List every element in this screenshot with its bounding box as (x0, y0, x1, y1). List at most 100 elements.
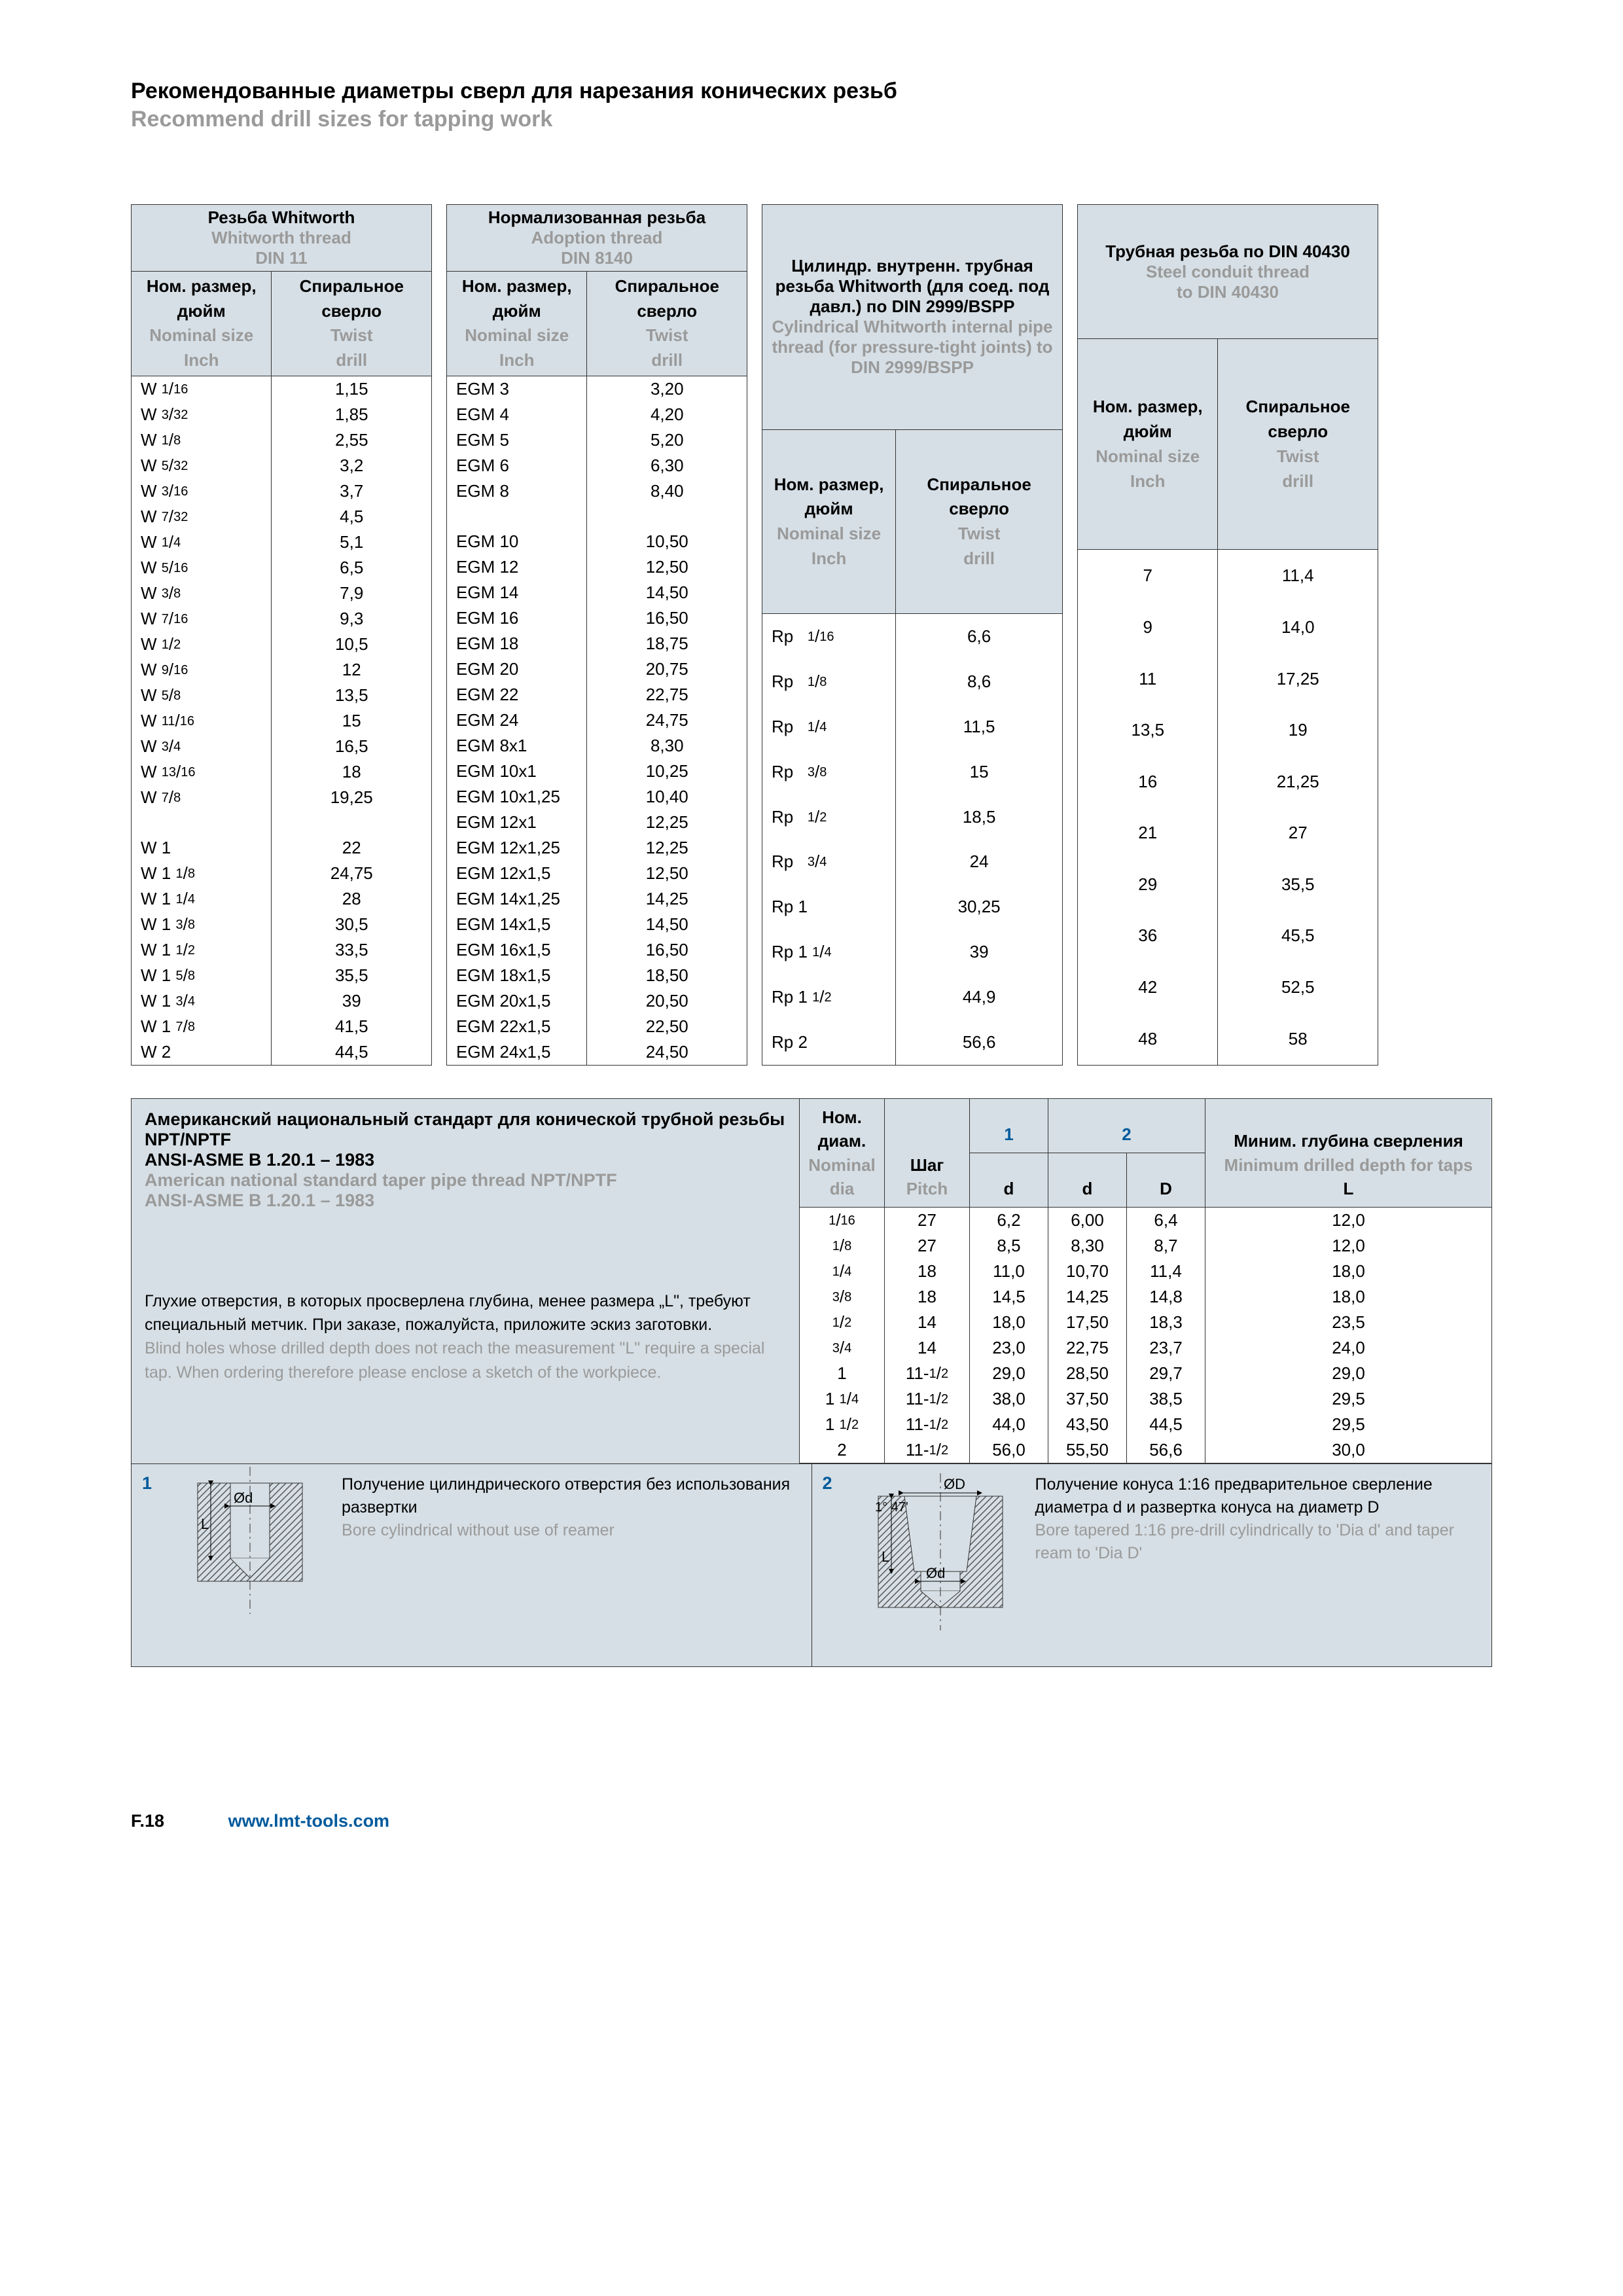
svg-text:Ød: Ød (234, 1490, 253, 1506)
table-cell-size: EGM 12 (447, 554, 587, 580)
npt-h-D: D (1127, 1153, 1205, 1207)
table-cell-size: EGM 8 (447, 478, 587, 504)
table-cell-size: W 1/4 (132, 529, 272, 555)
svg-text:L: L (882, 1549, 889, 1565)
npt-cell: 3/8 (800, 1284, 885, 1310)
table-cell-drill: 33,5 (272, 937, 432, 963)
npt-h-pitch: ШагPitch (885, 1099, 970, 1208)
col-drill-header: Спиральное сверлоTwistdrill (272, 272, 432, 376)
table-cell-drill: 6,30 (587, 453, 747, 478)
table-cell-drill: 8,30 (587, 733, 747, 759)
table-cell-drill: 1,85 (272, 402, 432, 427)
table-cell-drill: 14,0 (1218, 601, 1378, 653)
npt-cell: 14,5 (970, 1284, 1048, 1310)
table-cell-drill: 16,50 (587, 605, 747, 631)
table-cell-drill: 3,7 (272, 478, 432, 504)
npt-cell: 23,0 (970, 1335, 1048, 1361)
table-cell-size: W 1 7/8 (132, 1014, 272, 1039)
table-cell-size: EGM 10 (447, 529, 587, 554)
table-cell-size: W 7/8 (132, 785, 272, 810)
table-cell-drill: 17,25 (1218, 653, 1378, 705)
npt-cell: 17,50 (1048, 1310, 1127, 1335)
npt-cell: 28,50 (1048, 1361, 1127, 1386)
table-cell-drill: 16,50 (587, 937, 747, 963)
npt-cell: 3/4 (800, 1335, 885, 1361)
npt-row: 3/8 18 14,5 14,25 14,8 18,0 (800, 1284, 1492, 1310)
table-cell-drill: 22,50 (587, 1014, 747, 1039)
col-size-header: Ном. размер, дюймNominal sizeInch (762, 429, 896, 614)
table-cell-drill: 41,5 (272, 1014, 432, 1039)
page-title-en: Recommend drill sizes for tapping work (131, 107, 1492, 132)
npt-note-en: Blind holes whose drilled depth does not… (145, 1336, 786, 1384)
table-cell-drill: 12 (272, 657, 432, 683)
diagram-2-ru: Получение конуса 1:16 предварительное св… (1035, 1475, 1433, 1516)
npt-cell: 1/16 (800, 1208, 885, 1234)
table-cell-drill: 8,6 (896, 660, 1063, 705)
npt-cell: 1/4 (800, 1259, 885, 1284)
table-cell-drill: 3,20 (587, 376, 747, 402)
npt-cell: 18,0 (1205, 1284, 1492, 1310)
npt-cell: 29,0 (970, 1361, 1048, 1386)
table-cell-size: EGM 24x1,5 (447, 1039, 587, 1066)
table-cell-drill: 30,25 (896, 884, 1063, 929)
npt-cell: 44,5 (1127, 1412, 1205, 1437)
thread-table-1: Резьба Whitworth Whitworth thread DIN 11… (131, 204, 432, 1066)
table-cell-drill: 39 (272, 988, 432, 1014)
npt-title-ru2: ANSI-ASME B 1.20.1 – 1983 (145, 1150, 786, 1170)
table-cell-size: Rp 1 1/2 (762, 975, 896, 1020)
table-cell-drill: 12,25 (587, 835, 747, 861)
page-footer: F.18 www.lmt-tools.com (131, 1811, 1492, 1831)
npt-cell: 2 (800, 1437, 885, 1463)
table-cell-drill: 11,4 (1218, 550, 1378, 602)
thread-header: Резьба Whitworth Whitworth thread DIN 11 (132, 205, 432, 272)
npt-row: 1 1/2 11-1/2 44,0 43,50 44,5 29,5 (800, 1412, 1492, 1437)
table-cell-drill: 6,5 (272, 555, 432, 581)
npt-cell: 14,25 (1048, 1284, 1127, 1310)
diagram-1-text: Получение цилиндрического отверстия без … (342, 1473, 800, 1647)
table-cell-drill: 12,50 (587, 861, 747, 886)
diagram-2-en: Bore tapered 1:16 pre-drill cylindricall… (1035, 1519, 1481, 1565)
npt-cell: 11,0 (970, 1259, 1048, 1284)
npt-title: Американский национальный стандарт для к… (145, 1109, 786, 1211)
table-cell-size: EGM 16x1,5 (447, 937, 587, 963)
npt-cell: 11,4 (1127, 1259, 1205, 1284)
svg-text:Ød: Ød (926, 1565, 945, 1581)
npt-note-ru: Глухие отверстия, в которых просверлена … (145, 1289, 786, 1337)
npt-h-nom: Ном. диам.Nominal dia (800, 1099, 885, 1208)
thread-table-4: Трубная резьба по DIN 40430 Steel condui… (1077, 204, 1378, 1066)
table-cell-size: W 1 3/8 (132, 912, 272, 937)
npt-table: Ном. диам.Nominal dia ШагPitch 1 2 Миним… (799, 1099, 1491, 1464)
table-cell-drill: 9,3 (272, 606, 432, 632)
table-cell-size: W 1/2 (132, 632, 272, 657)
svg-text:ØD: ØD (944, 1476, 965, 1492)
npt-row: 1 1/4 11-1/2 38,0 37,50 38,5 29,5 (800, 1386, 1492, 1412)
diagram-2-text: Получение конуса 1:16 предварительное св… (1035, 1473, 1481, 1647)
npt-cell: 27 (885, 1233, 970, 1259)
table-cell-drill: 20,75 (587, 656, 747, 682)
npt-tbody: 1/16 27 6,2 6,00 6,4 12,0 1/8 27 8,5 8,3… (800, 1208, 1492, 1463)
table-cell-size: EGM 12x1,25 (447, 835, 587, 861)
npt-cell: 1 1/4 (800, 1386, 885, 1412)
diagram-1-num: 1 (142, 1473, 152, 1647)
npt-cell: 22,75 (1048, 1335, 1127, 1361)
table-cell-size: W 1/8 (132, 427, 272, 453)
npt-cell: 29,5 (1205, 1412, 1492, 1437)
table-cell-size: EGM 22x1,5 (447, 1014, 587, 1039)
npt-row: 1/16 27 6,2 6,00 6,4 12,0 (800, 1208, 1492, 1234)
diagram-1-ru: Получение цилиндрического отверстия без … (342, 1475, 790, 1516)
npt-row: 1/2 14 18,0 17,50 18,3 23,5 (800, 1310, 1492, 1335)
table-cell-drill (272, 810, 432, 835)
npt-cell: 6,4 (1127, 1208, 1205, 1234)
table-cell-drill: 14,50 (587, 580, 747, 605)
npt-cell: 38,5 (1127, 1386, 1205, 1412)
table-cell-size: 13,5 (1078, 704, 1218, 756)
table-cell-size: 36 (1078, 910, 1218, 962)
npt-left-col: Американский национальный стандарт для к… (132, 1099, 799, 1464)
table-cell-size: W 1 3/4 (132, 988, 272, 1014)
table-cell-size: EGM 12x1,5 (447, 861, 587, 886)
table-cell-drill: 2,55 (272, 427, 432, 453)
col-drill-header: Спиральное сверлоTwistdrill (587, 272, 747, 376)
table-cell-size: EGM 8x1 (447, 733, 587, 759)
npt-section: Американский национальный стандарт для к… (131, 1098, 1492, 1465)
table-cell-size: EGM 18x1,5 (447, 963, 587, 988)
